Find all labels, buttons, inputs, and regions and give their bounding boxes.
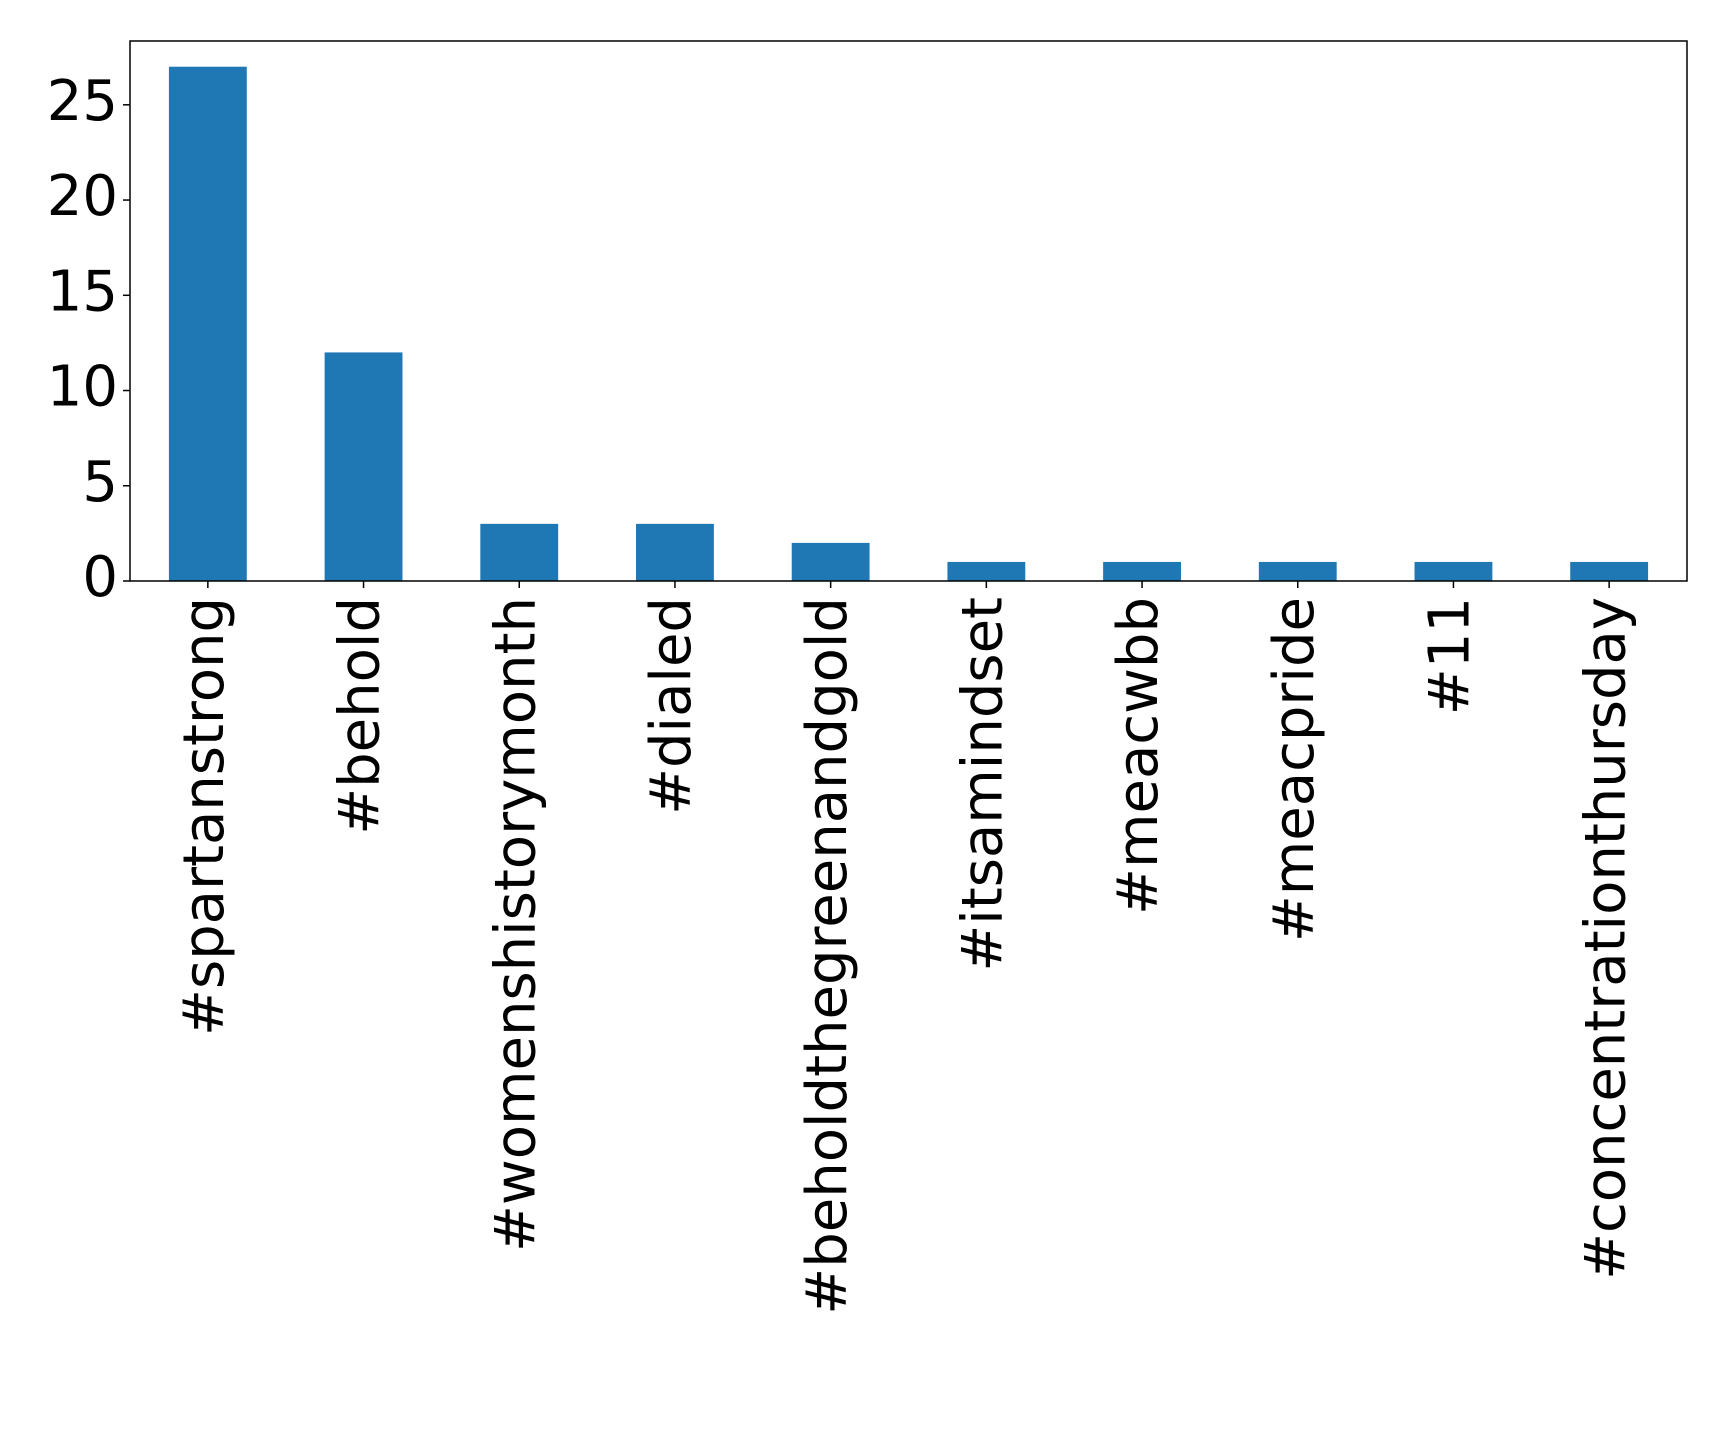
bar-6 [1103, 561, 1181, 581]
y-axis: 0 5 10 15 20 25 [47, 69, 130, 610]
x-tick-label-3: #dialed [639, 597, 704, 815]
bar-3 [636, 523, 714, 581]
x-tick-label-6: #meacwbb [1106, 597, 1171, 915]
bars-layer [168, 66, 1649, 581]
bar-0 [168, 66, 247, 581]
y-tick-label-5: 25 [47, 69, 118, 134]
plot-area-frame [129, 40, 1688, 582]
bar-9 [1570, 561, 1649, 581]
bar-7 [1258, 561, 1337, 581]
x-tick-label-8: #11 [1418, 597, 1483, 715]
bar-8 [1414, 561, 1493, 581]
x-tick-label-1: #behold [328, 597, 393, 835]
x-tick-label-4: #beholdthegreenandgold [795, 597, 860, 1315]
bar-5 [947, 561, 1026, 581]
x-tick-label-9: #concentrationthursday [1573, 597, 1638, 1280]
bar-4 [791, 542, 870, 581]
x-axis: #spartanstrong #behold #womenshistorymonth… [172, 581, 1638, 1315]
y-tick-label-1: 5 [82, 450, 118, 515]
bar-2 [480, 523, 559, 581]
x-tick-label-0: #spartanstrong [172, 597, 237, 1036]
y-tick-label-0: 0 [82, 545, 118, 610]
x-tick-label-2: #womenshistorymonth [483, 597, 548, 1252]
x-tick-label-5: #itsamindset [950, 597, 1015, 972]
y-tick-label-3: 15 [47, 259, 118, 324]
y-tick-label-4: 20 [47, 164, 118, 229]
y-tick-label-2: 10 [47, 355, 118, 420]
x-tick-label-7: #meacpride [1262, 597, 1327, 942]
bar-1 [324, 352, 403, 581]
